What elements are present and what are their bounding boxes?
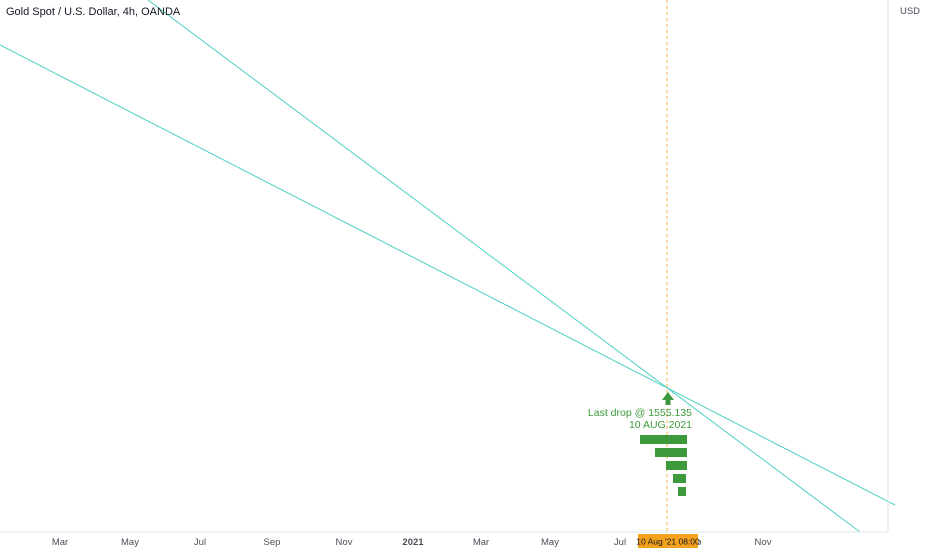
annotation-line-1: Last drop @ 1555.135: [588, 407, 692, 419]
time-tick-label: Nov: [336, 537, 353, 548]
time-tick-label: 2021: [402, 537, 424, 548]
time-tick-label: May: [541, 537, 559, 548]
currency-label: USD: [900, 6, 920, 17]
time-cursor-tag: [638, 534, 698, 548]
projection-bar: [678, 487, 686, 496]
time-tick-label: Sep: [264, 537, 281, 548]
time-tick-label: Jul: [194, 537, 206, 548]
time-tick-label: May: [121, 537, 139, 548]
projection-bar: [673, 474, 686, 483]
time-tick-label: Mar: [473, 537, 489, 548]
annotation-line-2: 10 AUG 2021: [629, 419, 692, 431]
projection-bar: [655, 448, 687, 457]
chart-title: Gold Spot / U.S. Dollar, 4h, OANDA: [6, 6, 181, 18]
projection-bar: [666, 461, 687, 470]
time-tick-label: Mar: [52, 537, 68, 548]
trendline[interactable]: [0, 44, 896, 506]
projection-bar: [640, 435, 687, 444]
time-cursor-label: 10 Aug '21 08:00: [636, 537, 700, 547]
trendline[interactable]: [147, 0, 861, 533]
time-tick-label: Nov: [755, 537, 772, 548]
time-tick-label: Jul: [614, 537, 626, 548]
up-arrow-icon: [662, 392, 674, 405]
